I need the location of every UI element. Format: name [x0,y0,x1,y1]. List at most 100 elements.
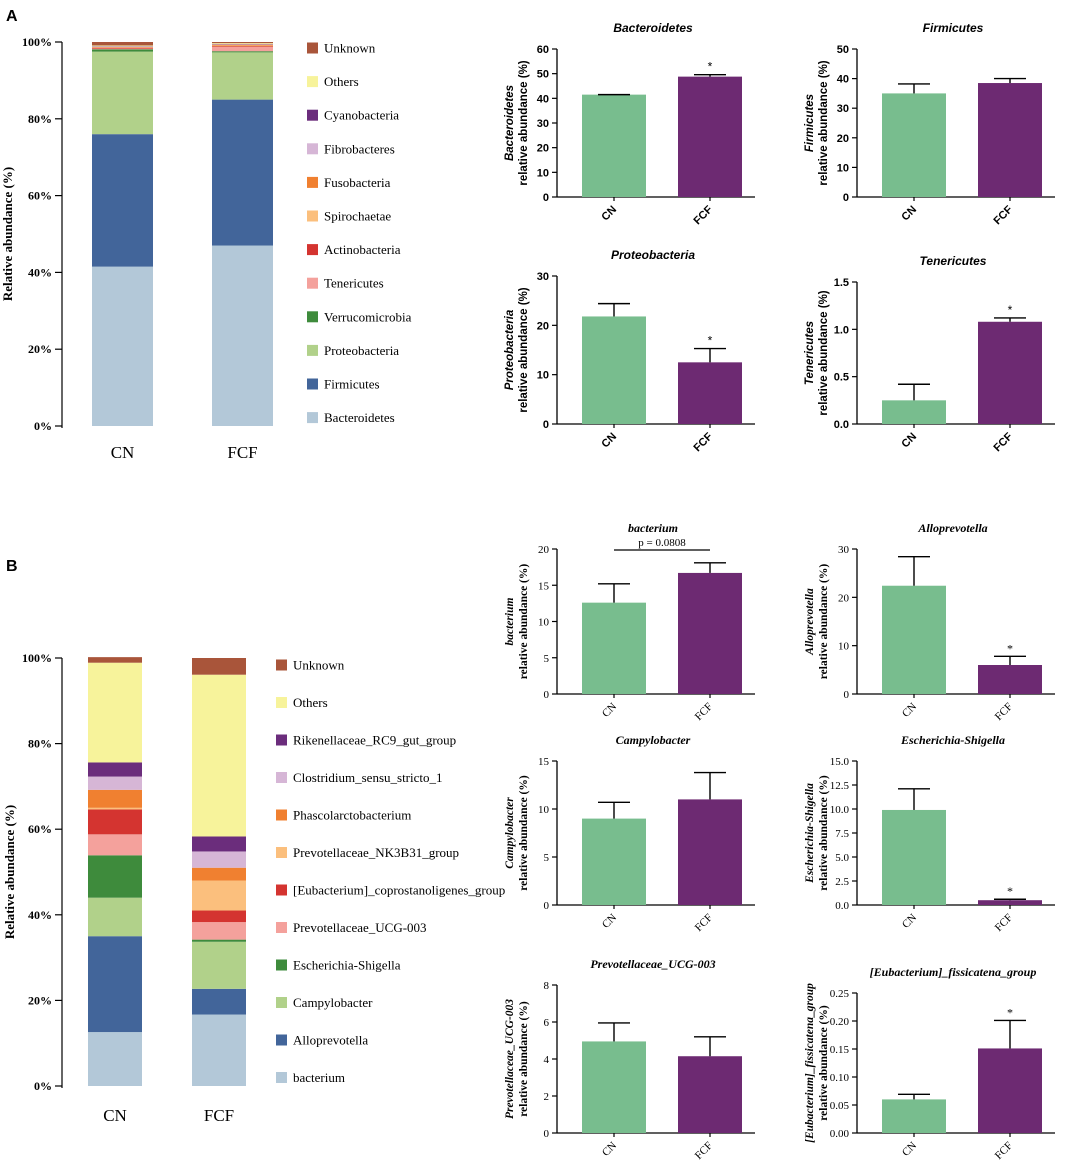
chart-proteobacteria-bar-fcf [678,362,742,424]
chart-bacteroidetes-y-tick-label: 50 [537,69,549,81]
a-legend-label-firmicutes: Firmicutes [324,377,380,392]
chart-bacteroidetes-y-axis-title-unit: relative abundance (%) [518,60,530,185]
chart-eubacterium-fissicatena-group-y-axis-title-unit: relative abundance (%) [818,1005,830,1121]
a-y-tick-label: 60% [28,189,52,203]
chart-prevotellaceae-ucg-003-bar-cn [582,1041,646,1133]
chart-alloprevotella-y-tick-label: 0 [844,689,850,701]
b-bar-segment-cn-prevotellaceae-ucg-003 [88,834,142,856]
chart-alloprevotella-category-label-cn: CN [900,701,919,720]
a-y-tick-label: 20% [28,342,52,356]
b-legend-label-phascolarctobacterium: Phascolarctobacterium [293,808,411,823]
b-category-label-cn: CN [103,1106,127,1125]
b-bar-segment-fcf-eubacterium-coprostanoligenes-group [192,910,246,923]
chart-bacterium-bar-cn [582,602,646,694]
bar-chart-escherichia-shigella: Escherichia-Shigella 0.0 2.5 5.0 7.5 10.0 12.5… [804,733,1055,934]
b-legend-swatch-bacterium [276,1072,287,1083]
a-y-tick-label: 100% [22,35,52,49]
a-bar-segment-cn-others [92,45,153,47]
chart-proteobacteria-y-tick-label: 10 [537,370,549,382]
chart-alloprevotella-y-axis-title: Alloprevotella relative abundance (%) [804,564,830,680]
chart-eubacterium-fissicatena-group-y-tick-label: 0.00 [830,1128,850,1140]
chart-prevotellaceae-ucg-003-y-axis-title-unit: relative abundance (%) [518,1001,530,1117]
chart-firmicutes-category-label-cn: CN [899,204,919,224]
b-legend-swatch-escherichia-shigella [276,959,287,971]
chart-firmicutes-y-axis-title-taxon: Firmicutes [804,94,816,152]
chart-alloprevotella-y-tick-label: 10 [838,641,850,653]
chart-bacteroidetes-category-label-fcf: FCF [692,203,716,227]
chart-escherichia-shigella-y-tick-label: 0.0 [835,900,849,912]
chart-proteobacteria-y-tick-label: 20 [537,320,549,332]
a-bar-segment-fcf-unknown [212,42,273,44]
b-y-tick-label: 40% [28,908,52,922]
chart-eubacterium-fissicatena-group-bar-fcf [978,1048,1042,1133]
b-y-tick-label: 80% [28,737,52,751]
a-bar-segment-fcf-proteobacteria [212,52,273,100]
chart-prevotellaceae-ucg-003-category-label-fcf: FCF [693,1140,715,1162]
a-category-label-cn: CN [111,443,135,462]
a-y-tick-label: 40% [28,265,52,279]
chart-tenericutes-y-tick-label: 0.5 [834,372,849,384]
chart-bacterium-y-tick-label: 10 [538,617,550,629]
chart-escherichia-shigella-title: Escherichia-Shigella [900,733,1005,747]
chart-prevotellaceae-ucg-003-y-axis-title: Prevotellaceae_UCG-003 relative abundance… [504,999,530,1119]
chart-bacteroidetes-y-tick-label: 0 [543,192,549,204]
chart-firmicutes-bar-cn [882,93,946,197]
a-legend-swatch-tenericutes [307,277,318,289]
chart-campylobacter-y-tick-label: 5 [544,852,550,864]
a-category-label-fcf: FCF [227,443,257,462]
b-bar-segment-cn-clostridium-sensu-stricto-1 [88,776,142,790]
a-legend-label-unknown: Unknown [324,41,376,56]
a-legend-label-bacteroidetes: Bacteroidetes [324,410,395,425]
chart-bacterium-y-axis-title: bacterium relative abundance (%) [504,564,530,680]
chart-escherichia-shigella-bar-cn [882,809,946,905]
b-bar-segment-fcf-prevotellaceae-ucg-003 [192,922,246,940]
chart-alloprevotella-title: Alloprevotella [917,521,987,535]
chart-bacterium-y-axis-title-unit: relative abundance (%) [518,564,530,680]
chart-firmicutes-y-axis-title: Firmicutes relative abundance (%) [804,60,830,185]
chart-tenericutes-category-label-cn: CN [899,431,919,451]
chart-bacterium-title: bacterium [628,521,678,535]
chart-bacteroidetes-title: Bacteroidetes [613,21,693,35]
b-legend-label-others: Others [293,695,328,710]
b-legend-label-rikenellaceae-rc9-gut-group: Rikenellaceae_RC9_gut_group [293,733,456,748]
chart-bacterium-bar-fcf [678,572,742,694]
a-bar-segment-cn-unknown [92,42,153,46]
chart-firmicutes-y-tick-label: 20 [837,133,849,145]
a-legend-label-tenericutes: Tenericutes [324,276,384,291]
chart-tenericutes-y-tick-label: 0.0 [834,419,849,431]
chart-prevotellaceae-ucg-003-y-tick-label: 0 [544,1128,550,1140]
chart-bacterium-y-tick-label: 5 [544,653,550,665]
chart-escherichia-shigella-y-tick-label: 5.0 [835,852,849,864]
a-bar-segment-cn-tenericutes [92,48,153,50]
a-bar-segment-fcf-bacteroidetes [212,245,273,426]
a-legend-label-fibrobacteres: Fibrobacteres [324,141,395,156]
chart-firmicutes-y-tick-label: 50 [837,44,849,56]
a-y-axis-title: Relative abundance (%) [0,167,15,301]
chart-escherichia-shigella-bar-fcf [978,900,1042,905]
chart-eubacterium-fissicatena-group-bar-cn [882,1099,946,1133]
b-legend-label-bacterium: bacterium [293,1070,345,1085]
chart-campylobacter-bar-fcf [678,799,742,905]
chart-bacteroidetes-y-tick-label: 10 [537,167,549,179]
b-category-label-fcf: FCF [204,1106,234,1125]
chart-escherichia-shigella-y-tick-label: 12.5 [830,780,850,792]
chart-eubacterium-fissicatena-group-significance-marker: * [1007,1005,1013,1019]
a-bar-segment-fcf-spirochaetae [212,45,273,47]
chart-escherichia-shigella-category-label-cn: CN [900,912,919,931]
a-legend-swatch-verrucomicrobia [307,311,318,323]
a-legend-swatch-fusobacteria [307,176,318,188]
chart-escherichia-shigella-y-axis-title: Escherichia-Shigella relative abundance (… [804,775,830,891]
a-bar-segment-fcf-fusobacteria [212,44,273,46]
b-legend-label-eubacterium-coprostanoligenes-group: [Eubacterium]_coprostanoligenes_group [293,883,505,898]
chart-bacterium-y-tick-label: 15 [538,580,550,592]
chart-tenericutes-y-axis-title: Tenericutes relative abundance (%) [804,290,830,415]
chart-firmicutes-y-axis-title-unit: relative abundance (%) [818,60,830,185]
b-legend-label-prevotellaceae-nk3b31-group: Prevotellaceae_NK3B31_group [293,845,459,860]
chart-escherichia-shigella-y-tick-label: 10.0 [830,804,850,816]
chart-escherichia-shigella-y-tick-label: 2.5 [835,876,849,888]
chart-alloprevotella-category-label-fcf: FCF [993,701,1015,723]
chart-eubacterium-fissicatena-group-y-tick-label: 0.05 [830,1100,850,1112]
